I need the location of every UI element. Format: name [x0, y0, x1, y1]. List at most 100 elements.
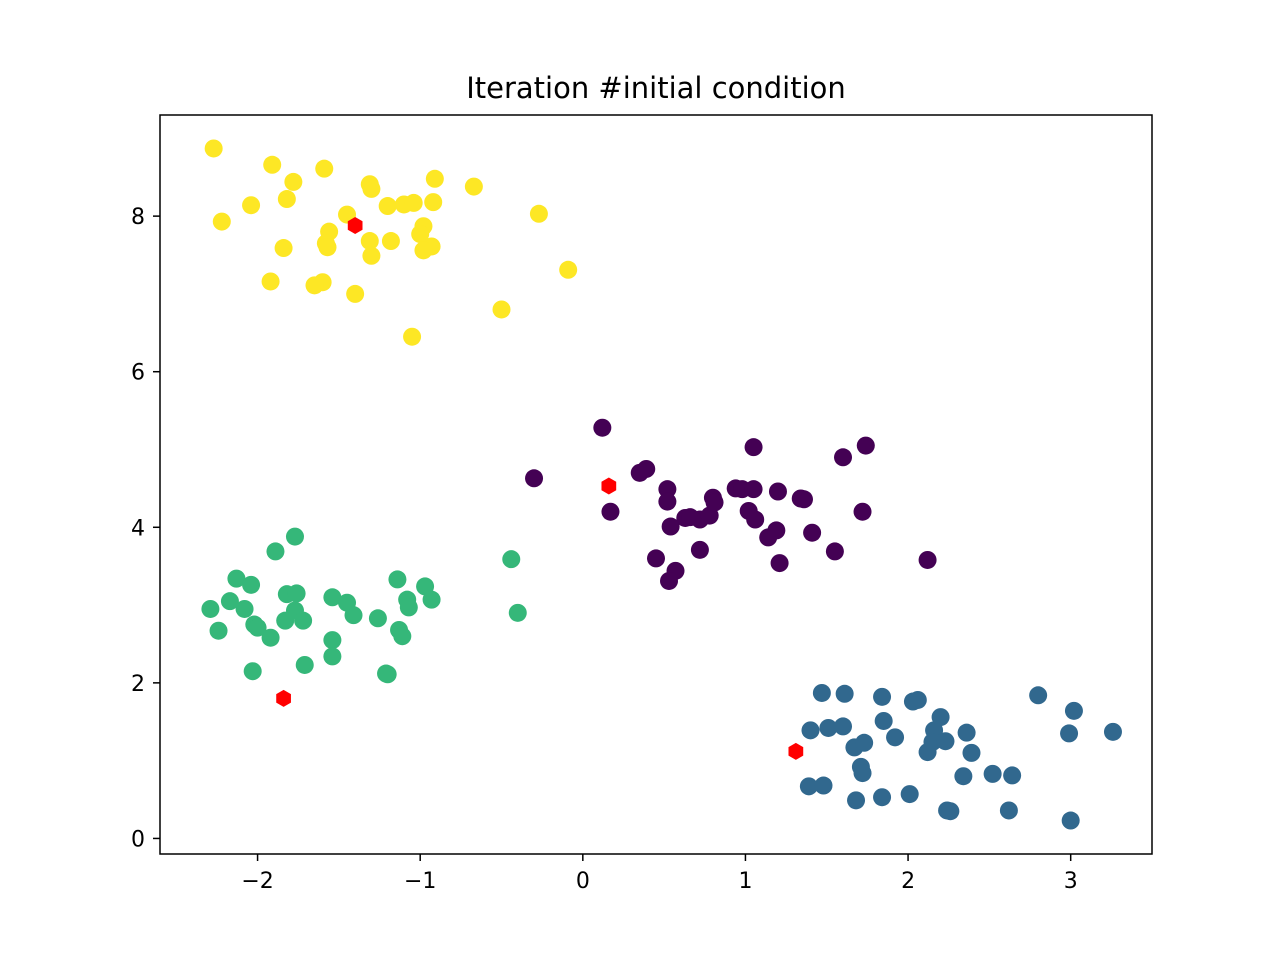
data-point	[362, 246, 381, 265]
data-point	[768, 482, 787, 501]
data-point	[853, 764, 872, 783]
data-point	[962, 743, 981, 762]
centroid-marker	[601, 477, 617, 495]
centroid-marker	[347, 216, 363, 234]
data-point	[261, 272, 280, 291]
data-point	[277, 190, 296, 209]
data-point	[593, 418, 612, 437]
data-point	[220, 592, 239, 611]
data-point	[886, 728, 905, 747]
data-point	[873, 788, 892, 807]
cluster-2-points	[799, 683, 1122, 830]
data-point	[295, 655, 314, 674]
axes-frame	[159, 114, 1153, 855]
data-point	[874, 711, 893, 730]
data-point	[403, 327, 422, 346]
data-point	[918, 550, 937, 569]
data-point	[923, 732, 942, 751]
x-tick-label: −2	[241, 869, 273, 894]
data-point	[411, 225, 430, 244]
data-point	[305, 276, 324, 295]
data-point	[368, 609, 387, 628]
y-tick-label: 8	[131, 205, 145, 230]
cluster-3-points	[201, 527, 527, 684]
data-point	[294, 611, 313, 630]
data-point	[464, 177, 483, 196]
y-tick-label: 4	[131, 516, 145, 541]
x-tick-label: −1	[404, 869, 436, 894]
data-point	[855, 733, 874, 752]
data-point	[344, 606, 363, 625]
data-point	[212, 212, 231, 231]
y-tick-label: 0	[131, 827, 145, 852]
data-point	[819, 718, 838, 737]
data-point	[803, 523, 822, 542]
data-point	[705, 493, 724, 512]
data-point	[908, 690, 927, 709]
data-point	[744, 480, 763, 499]
data-point	[999, 801, 1018, 820]
data-point	[378, 197, 397, 216]
data-point	[404, 193, 423, 212]
data-point	[525, 469, 544, 488]
data-point	[323, 647, 342, 666]
data-point	[242, 575, 261, 594]
data-point	[235, 599, 254, 618]
data-point	[834, 717, 853, 736]
data-point	[284, 172, 303, 191]
data-point	[1029, 686, 1048, 705]
data-point	[414, 241, 433, 260]
data-point	[315, 159, 334, 178]
data-point	[1003, 766, 1022, 785]
data-point	[834, 448, 853, 467]
data-point	[424, 193, 443, 212]
data-point	[936, 732, 955, 751]
data-point	[744, 438, 763, 457]
data-point	[263, 155, 282, 174]
data-point	[601, 502, 620, 521]
data-point	[647, 549, 665, 568]
data-point	[393, 627, 412, 646]
plot-area	[201, 139, 1122, 830]
data-point	[825, 542, 844, 561]
data-point	[204, 139, 223, 158]
data-point	[957, 723, 976, 742]
data-point	[399, 598, 418, 617]
data-point	[847, 791, 866, 810]
centroid-markers	[276, 216, 804, 760]
data-point	[1064, 701, 1083, 720]
data-point	[285, 527, 304, 546]
data-point	[954, 767, 973, 786]
data-point	[242, 196, 261, 215]
data-point	[801, 721, 820, 740]
data-point	[1103, 722, 1122, 741]
cluster-4-points	[204, 139, 578, 346]
data-point	[767, 521, 786, 540]
data-point	[658, 480, 677, 499]
data-point	[362, 179, 381, 198]
data-point	[378, 665, 397, 684]
data-point	[227, 569, 246, 588]
data-point	[661, 517, 680, 536]
data-point	[209, 621, 228, 640]
data-point	[422, 590, 441, 609]
data-point	[983, 764, 1002, 783]
data-point	[941, 802, 960, 821]
data-point	[900, 785, 919, 804]
data-point	[243, 662, 262, 681]
y-tick-label: 2	[131, 672, 145, 697]
data-point	[274, 239, 293, 258]
chart-title: Iteration #initial condition	[466, 71, 846, 105]
data-point	[276, 611, 295, 630]
axes: −2 −1 0 1 2 3 0 2 4 6 8	[131, 114, 1153, 894]
data-point	[318, 238, 337, 257]
data-point	[323, 631, 342, 650]
data-point	[508, 603, 527, 622]
x-tick-label: 0	[576, 869, 590, 894]
data-point	[502, 550, 521, 569]
data-point	[812, 683, 831, 702]
data-point	[690, 540, 709, 559]
data-point	[1060, 724, 1079, 743]
data-point	[346, 284, 365, 303]
